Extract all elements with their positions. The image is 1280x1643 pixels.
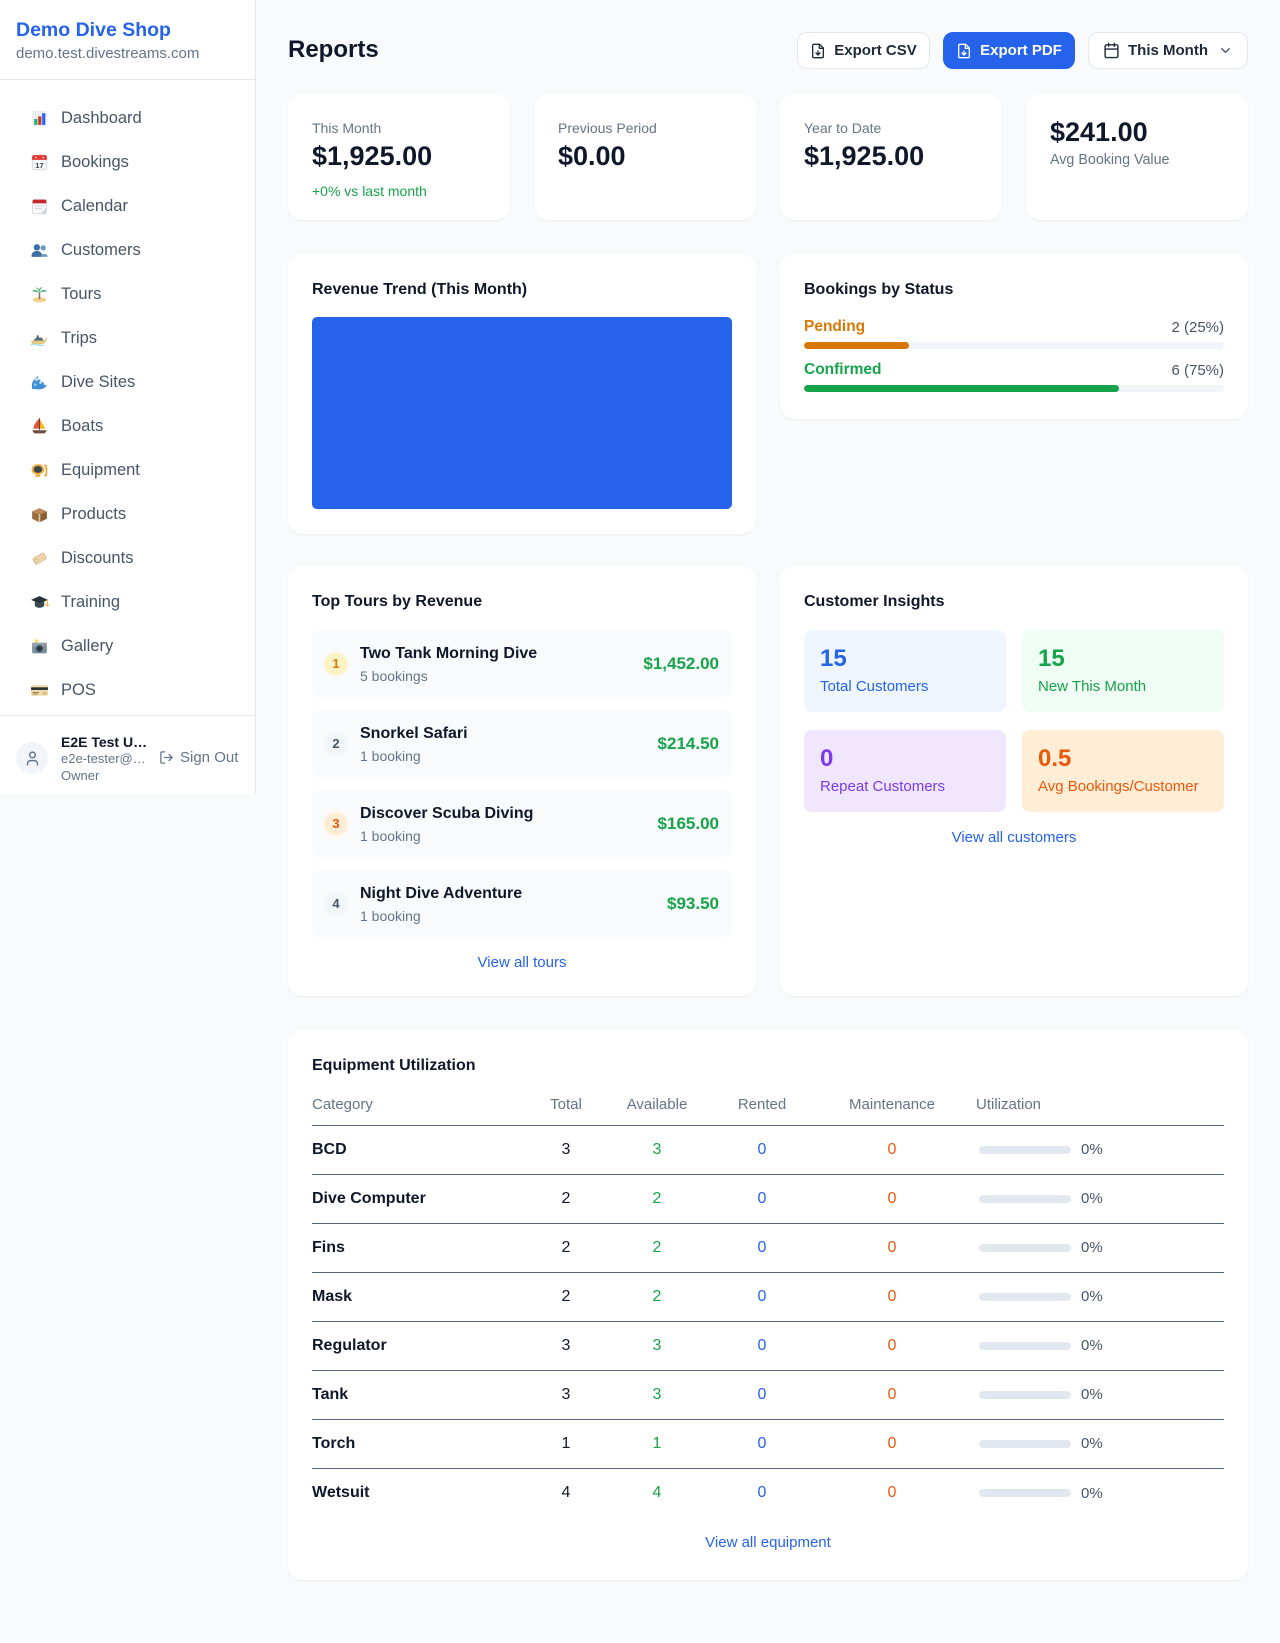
svg-text:17: 17 [35,160,43,169]
